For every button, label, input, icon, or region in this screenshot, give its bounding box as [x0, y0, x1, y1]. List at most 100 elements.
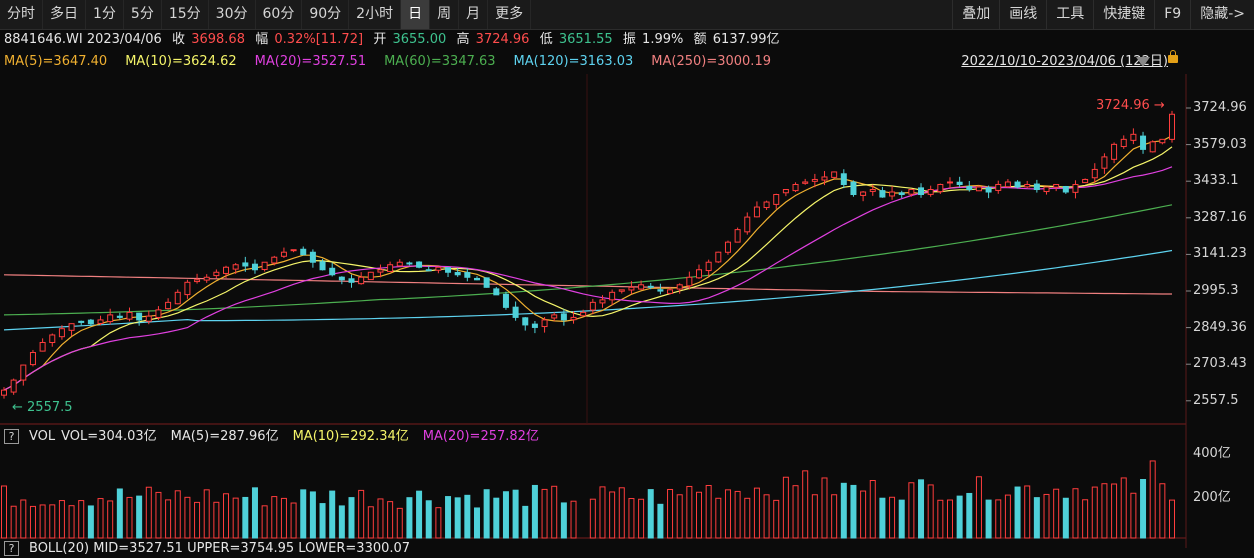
candle-body-5: [49, 334, 56, 343]
volume-bar-58: [560, 502, 567, 539]
candle-body-58: [560, 313, 567, 321]
lock-icon[interactable]: [1168, 50, 1178, 63]
candle-body-84: [811, 178, 818, 182]
help-icon[interactable]: ?: [4, 429, 19, 444]
candle-body-7: [68, 323, 75, 331]
low-label: 低: [539, 32, 553, 47]
candle-body-26: [251, 263, 258, 271]
volume-bar-81: [782, 476, 789, 539]
volume-bar-93: [898, 499, 905, 539]
tab-period-8[interactable]: 2小时: [349, 0, 402, 29]
volume-bar-23: [223, 493, 230, 539]
candle-body-96: [927, 189, 934, 195]
tab-period-10[interactable]: 周: [430, 0, 460, 29]
candle-body-6: [58, 328, 65, 338]
high-label: 高: [456, 32, 470, 47]
volume-bar-26: [251, 487, 258, 539]
tool-button-1[interactable]: 画线: [999, 0, 1046, 29]
boll-help-icon[interactable]: ?: [4, 541, 19, 556]
price-axis-label-4: 3141.23: [1193, 246, 1247, 262]
tab-period-1[interactable]: 多日: [43, 0, 86, 29]
volume-bar-99: [956, 495, 963, 539]
volume-label: VOL: [29, 429, 56, 444]
amount-label: 额: [693, 32, 707, 47]
candle-body-52: [502, 293, 509, 308]
volume-bar-27: [261, 505, 268, 539]
candle-body-119: [1149, 141, 1156, 153]
volume-bar-77: [744, 497, 751, 539]
candle-body-100: [966, 186, 973, 191]
period-tabs: 分时 多日 1分 5分 15分 30分 60分 90分 2小时日周月更多: [0, 0, 532, 29]
candle-body-47: [454, 272, 461, 276]
volume-bar-85: [821, 477, 828, 539]
volume-bar-18: [174, 490, 181, 539]
candle-body-95: [918, 187, 925, 196]
volume-bar-72: [696, 491, 703, 539]
volume-bar-8: [78, 500, 85, 539]
tab-period-4[interactable]: 15分: [162, 0, 209, 29]
volume-bar-69: [667, 488, 674, 539]
volume-bar-87: [840, 482, 847, 539]
candle-body-9: [87, 319, 94, 325]
tool-button-4[interactable]: F9: [1154, 0, 1190, 29]
candle-body-21: [203, 276, 210, 281]
candle-body-24: [232, 264, 239, 270]
candle-body-59: [570, 316, 577, 321]
tab-period-0[interactable]: 分时: [0, 0, 43, 29]
volume-bar-62: [599, 486, 606, 539]
volume-bar-6: [58, 500, 65, 539]
volume-bar-107: [1033, 497, 1040, 539]
candle-body-57: [551, 314, 558, 319]
candle-body-64: [618, 289, 625, 292]
tool-button-5[interactable]: 隐藏->: [1190, 0, 1254, 29]
candle-body-45: [435, 266, 442, 271]
candle-body-1: [10, 379, 17, 393]
volume-bar-100: [966, 492, 973, 539]
volume-bar-96: [927, 484, 934, 539]
volume-bar-116: [1120, 477, 1127, 539]
candle-body-8: [78, 320, 85, 323]
tab-period-2[interactable]: 1分: [86, 0, 124, 29]
volume-bar-79: [763, 494, 770, 539]
candle-body-68: [657, 289, 664, 292]
tab-period-9[interactable]: 日: [401, 0, 431, 29]
candle-body-28: [271, 256, 278, 264]
volume-legend: ? VOL VOL=304.03亿 MA(5)=287.96亿 MA(10)=292.3…: [4, 428, 553, 446]
tab-period-12[interactable]: 更多: [488, 0, 532, 29]
dropdown-triangle-icon[interactable]: [1136, 57, 1150, 67]
volume-bar-115: [1111, 483, 1118, 539]
volume-bar-46: [445, 496, 452, 539]
candle-body-60: [580, 311, 587, 317]
candle-body-80: [773, 194, 780, 205]
volume-bar-84: [811, 494, 818, 539]
candle-body-55: [531, 323, 538, 328]
volume-bar-108: [1043, 493, 1050, 539]
candle-body-66: [638, 284, 645, 290]
tab-period-6[interactable]: 60分: [256, 0, 303, 29]
date-range[interactable]: 2022/10/10-2023/04/06 (122日): [961, 54, 1168, 69]
amp-label: 振: [622, 32, 636, 47]
candle-body-72: [696, 269, 703, 279]
volume-bar-61: [589, 498, 596, 539]
candle-body-20: [194, 279, 201, 283]
period-toolbar: 分时 多日 1分 5分 15分 30分 60分 90分 2小时日周月更多 叠加 画线 工具 快捷键 F9…: [0, 0, 1254, 30]
tab-period-5[interactable]: 30分: [209, 0, 256, 29]
candle-body-94: [908, 189, 915, 195]
tool-button-3[interactable]: 快捷键: [1093, 0, 1154, 29]
candle-body-79: [763, 201, 770, 209]
candle-body-51: [493, 288, 500, 296]
candle-body-120: [1159, 138, 1166, 144]
tab-period-3[interactable]: 5分: [124, 0, 162, 29]
volume-bar-38: [367, 506, 374, 539]
candle-body-99: [956, 181, 963, 185]
tool-button-2[interactable]: 工具: [1046, 0, 1093, 29]
candle-body-85: [821, 176, 828, 181]
tab-period-7[interactable]: 90分: [302, 0, 350, 29]
candle-body-41: [396, 261, 403, 267]
price-axis-label-2: 3433.1: [1193, 173, 1239, 189]
volume-bar-13: [126, 496, 133, 539]
candle-body-39: [377, 269, 384, 273]
tool-button-0[interactable]: 叠加: [952, 0, 999, 29]
tab-period-11[interactable]: 月: [459, 0, 489, 29]
